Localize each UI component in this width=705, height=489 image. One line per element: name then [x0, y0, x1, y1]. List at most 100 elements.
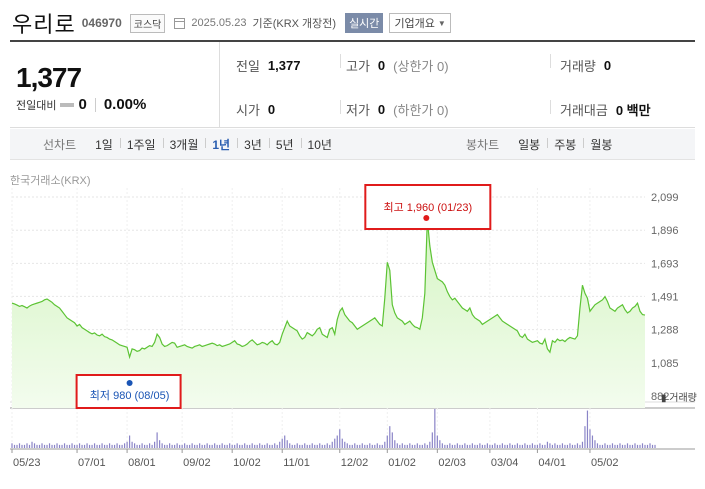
- volume-bar: [196, 444, 198, 448]
- volume-bar: [604, 443, 606, 448]
- volume-bar: [231, 444, 233, 448]
- volume-bar: [339, 429, 341, 448]
- dropdown-label: 기업개요: [394, 18, 435, 30]
- volume-bar: [534, 444, 536, 448]
- volume-bar: [331, 441, 333, 448]
- volume-bar: [649, 443, 651, 448]
- low-annotation-box: [75, 374, 182, 409]
- volume-bar: [256, 444, 258, 448]
- volume-bar: [36, 444, 38, 448]
- volume-bar: [244, 443, 246, 448]
- volume-bar: [384, 441, 386, 448]
- volume-bar: [366, 444, 368, 448]
- volume-bar: [454, 444, 456, 448]
- stat-label: 거래대금: [560, 103, 608, 118]
- volume-bar: [521, 444, 524, 448]
- volume-bar: [356, 444, 358, 448]
- tab-period-10y[interactable]: 10년: [300, 136, 339, 153]
- company-overview-dropdown[interactable]: 기업개요 ▼: [389, 13, 451, 33]
- tab-period-3m[interactable]: 3개월: [162, 136, 206, 153]
- volume-bar: [446, 444, 448, 448]
- volume-bar: [371, 444, 373, 448]
- tab-candle-weekly[interactable]: 주봉: [547, 136, 583, 153]
- volume-bar: [379, 444, 381, 448]
- tab-period-1w[interactable]: 1주일: [119, 136, 163, 153]
- volume-bar: [71, 443, 73, 448]
- volume-bar: [514, 444, 516, 448]
- volume-bar: [601, 444, 604, 448]
- volume-bar: [31, 441, 33, 448]
- tab-period-3y[interactable]: 3년: [237, 136, 269, 153]
- flat-change-icon: [60, 102, 75, 107]
- volume-bar: [239, 444, 241, 448]
- volume-bar: [229, 443, 231, 448]
- volume-bar: [499, 444, 501, 448]
- volume-bar: [611, 443, 614, 448]
- tab-candle-daily[interactable]: 일봉: [518, 138, 541, 152]
- stat-value: 0 백만: [615, 103, 651, 118]
- volume-bar: [434, 409, 436, 448]
- volume-bar: [569, 443, 571, 448]
- line-chart-label: 선차트: [43, 138, 77, 152]
- volume-bar: [409, 443, 411, 448]
- volume-bar: [616, 444, 619, 448]
- volume-bar: [646, 444, 649, 448]
- y-tick-label: 1,896: [651, 225, 679, 237]
- volume-bar: [609, 444, 611, 448]
- quote-basis: 기준(KRX 개장전): [252, 18, 337, 30]
- volume-bar: [529, 444, 531, 448]
- low-stat: 저가 0 (하한가 0): [346, 100, 449, 119]
- volume-bar: [471, 443, 473, 448]
- volume-bar: [276, 444, 278, 448]
- tab-period-1y[interactable]: 1년: [205, 136, 237, 153]
- tab-period-1d[interactable]: 1일: [95, 138, 113, 152]
- volume-bar: [436, 435, 438, 448]
- volume-bar: [246, 444, 248, 448]
- volume-bar: [91, 444, 93, 448]
- volume-bar: [541, 444, 544, 448]
- high-stat: 고가 0 (상한가 0): [346, 56, 449, 75]
- volume-bar: [209, 444, 211, 448]
- volume-bar: [123, 443, 126, 448]
- volume-bar: [486, 443, 488, 448]
- volume-bar: [136, 444, 138, 448]
- volume-bar: [259, 443, 261, 448]
- volume-bar: [18, 443, 21, 448]
- x-tick-label: 09/02: [183, 457, 211, 469]
- volume-bar: [309, 444, 311, 448]
- volume-bar: [86, 443, 88, 448]
- volume-bar: [344, 441, 346, 448]
- volume-bar: [579, 444, 581, 448]
- volume-bar: [619, 443, 621, 448]
- volume-bar: [584, 426, 586, 448]
- volume-bar: [106, 444, 108, 448]
- volume-bar: [186, 444, 188, 448]
- realtime-button[interactable]: 실시간: [345, 13, 384, 33]
- volume-bar: [118, 444, 121, 448]
- volume-bar: [404, 444, 406, 448]
- current-price-box: 1,377 전일대비 0 0.00%: [10, 42, 220, 128]
- volume-bar: [621, 444, 624, 448]
- volume-bar: [651, 444, 654, 448]
- volume-bar: [289, 443, 291, 448]
- volume-bar: [519, 444, 521, 448]
- volume-bar: [184, 443, 186, 448]
- volume-bar: [103, 444, 106, 448]
- volume-bar: [21, 444, 23, 448]
- tab-period-5y[interactable]: 5년: [268, 136, 301, 153]
- high-annotation-label: 최고 1,960 (01/23): [383, 201, 472, 214]
- x-tick-label: 11/01: [283, 457, 310, 469]
- volume-bar: [304, 443, 306, 448]
- volume-bar: [459, 444, 461, 448]
- x-tick-label: 04/01: [538, 457, 566, 469]
- change-value: 0: [78, 96, 87, 113]
- volume-bar: [391, 432, 393, 448]
- volume-bar: [479, 443, 481, 448]
- volume-bar: [431, 432, 433, 448]
- volume-bar: [179, 444, 181, 448]
- quote-date: 2025.05.23: [191, 17, 247, 29]
- volume-bar: [264, 444, 266, 448]
- volume-bar: [139, 444, 141, 448]
- tab-candle-monthly[interactable]: 월봉: [583, 136, 619, 153]
- volume-bar: [359, 444, 361, 448]
